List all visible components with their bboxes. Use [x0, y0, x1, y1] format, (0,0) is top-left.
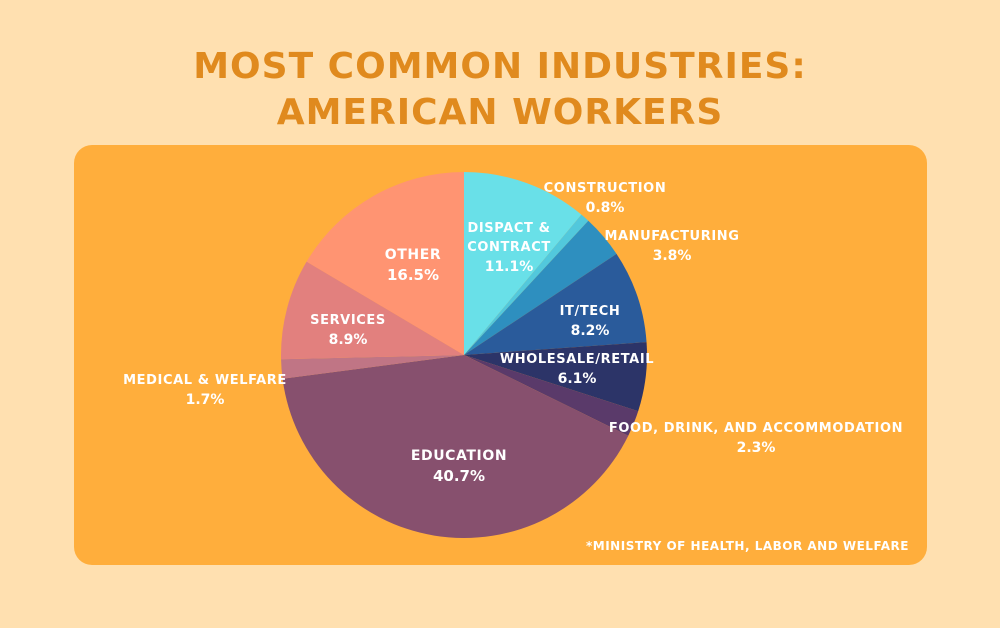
slice-label-it-tech: IT/TECH 8.2% [560, 304, 621, 339]
slice-category-label: IT/TECH [560, 304, 621, 319]
slice-value-label: 40.7% [433, 467, 485, 485]
slice-label-food-drink-and-accommodation: FOOD, DRINK, AND ACCOMMODATION 2.3% [609, 421, 903, 456]
slice-category-label: WHOLESALE/RETAIL [500, 352, 654, 367]
slice-value-label: 1.7% [186, 392, 225, 408]
pie-slice-dispact-contract [464, 172, 582, 355]
pie-slice-medical-welfare [281, 355, 464, 379]
slice-value-label: 8.9% [329, 332, 368, 348]
slice-label-construction: CONSTRUCTION 0.8% [544, 181, 667, 216]
title-line-1: MOST COMMON INDUSTRIES: [193, 46, 807, 87]
pie-slice-it-tech [464, 253, 647, 355]
pie-slice-manufacturing [464, 220, 617, 355]
source-note: *MINISTRY OF HEALTH, LABOR AND WELFARE [586, 539, 909, 553]
slice-label-services: SERVICES 8.9% [310, 313, 386, 348]
pie-slice-education [282, 355, 629, 538]
slice-category-label: OTHER [385, 247, 442, 263]
slice-value-label: 0.8% [586, 200, 625, 216]
pie-slice-wholesale-retail [464, 342, 648, 412]
slice-category-label: SERVICES [310, 313, 386, 328]
pie-slice-food-drink-and-accommodation [464, 355, 639, 436]
slice-label-other: OTHER 16.5% [385, 247, 442, 284]
slice-label-medical-welfare: MEDICAL & WELFARE 1.7% [123, 373, 287, 408]
slice-category-label: FOOD, DRINK, AND ACCOMMODATION [609, 421, 903, 436]
pie-slice-services [281, 261, 464, 360]
slice-value-label: 3.8% [653, 248, 692, 264]
slice-category-label: MEDICAL & WELFARE [123, 373, 287, 388]
slice-category-label: DISPACT & [467, 221, 550, 236]
slice-value-label: 16.5% [387, 266, 439, 284]
pie-slice-construction [464, 214, 589, 355]
slice-label-dispact-contract: DISPACT & CONTRACT 11.1% [467, 221, 551, 275]
slice-value-label: 8.2% [571, 323, 610, 339]
slice-value-label: 2.3% [737, 440, 776, 456]
slice-category-label: MANUFACTURING [604, 229, 739, 244]
slice-category-label: CONSTRUCTION [544, 181, 667, 196]
pie-slice-other [306, 172, 464, 355]
slice-label-wholesale-retail: WHOLESALE/RETAIL 6.1% [500, 352, 654, 387]
title-line-2: AMERICAN WORKERS [276, 92, 724, 133]
slice-category-label: EDUCATION [411, 448, 507, 464]
slice-category-label: CONTRACT [467, 240, 551, 255]
slice-value-label: 6.1% [558, 371, 597, 387]
slice-label-education: EDUCATION 40.7% [411, 448, 507, 485]
slice-value-label: 11.1% [485, 259, 534, 275]
slice-label-manufacturing: MANUFACTURING 3.8% [604, 229, 739, 264]
chart-title: MOST COMMON INDUSTRIES: AMERICAN WORKERS [0, 44, 1000, 136]
